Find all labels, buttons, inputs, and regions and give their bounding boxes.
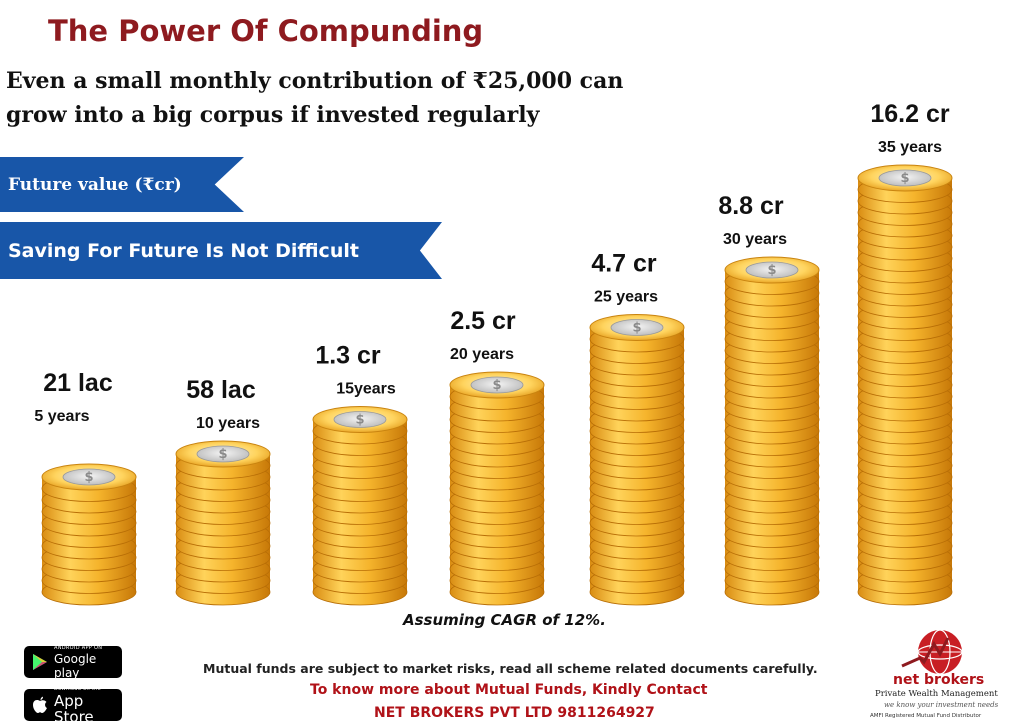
google-play-icon: [33, 654, 47, 670]
category-label: 25 years: [594, 289, 658, 306]
category-label: 10 years: [196, 415, 260, 432]
app-store-small: Download on the: [54, 685, 101, 692]
page-subtitle: Even a small monthly contribution of ₹25…: [6, 68, 624, 128]
svg-text:$: $: [767, 263, 776, 278]
coin-stack-bar: $: [589, 314, 685, 606]
svg-text:$: $: [84, 470, 93, 485]
saving-ribbon: Saving For Future Is Not Difficult: [0, 222, 442, 279]
value-label: 1.3 cr: [315, 342, 381, 370]
company-line: NET BROKERS PVT LTD 9811264927: [374, 705, 655, 721]
google-play-badge[interactable]: ANDROID APP ON Google play: [24, 644, 122, 680]
value-label: 8.8 cr: [718, 192, 784, 220]
value-label: 2.5 cr: [450, 307, 516, 335]
category-label: 15years: [336, 381, 396, 398]
net-brokers-logo: [901, 629, 963, 675]
app-store-badge[interactable]: Download on the App Store: [24, 685, 122, 725]
coin-stack-bar: $: [41, 463, 137, 606]
svg-text:$: $: [355, 413, 364, 428]
category-label: 20 years: [450, 346, 514, 363]
brand-motto: we know your investment needs: [884, 701, 999, 709]
google-play-small: ANDROID APP ON: [54, 644, 103, 651]
coin-stack-bar: $: [724, 256, 820, 606]
svg-text:$: $: [900, 171, 909, 186]
value-label: 21 lac: [43, 369, 113, 397]
brand-name: net brokers: [893, 672, 985, 688]
svg-text:$: $: [632, 321, 641, 336]
category-label: 30 years: [723, 231, 787, 248]
value-label: 4.7 cr: [591, 250, 657, 278]
future-value-ribbon: Future value (₹cr): [0, 157, 244, 212]
amfi-note: AMFI Registered Mutual Fund Distributor: [870, 713, 982, 719]
svg-text:$: $: [492, 378, 501, 393]
category-label: 35 years: [878, 139, 942, 156]
page-title: The Power Of Compunding: [48, 14, 484, 48]
app-store-label: App Store: [54, 691, 94, 726]
coin-stack-bar: $: [175, 440, 271, 606]
coin-stack-bar: $: [312, 406, 408, 606]
category-label: 5 years: [34, 408, 89, 425]
svg-text:$: $: [218, 447, 227, 462]
google-play-label: Google play: [54, 651, 97, 680]
coin-stack-bar: $: [449, 371, 545, 606]
contact-line: To know more about Mutual Funds, Kindly …: [310, 682, 708, 698]
coin-stack-bar: $: [857, 164, 953, 606]
value-label: 58 lac: [186, 376, 256, 404]
apple-icon: [33, 696, 47, 713]
value-label: 16.2 cr: [870, 100, 950, 128]
disclaimer: Mutual funds are subject to market risks…: [203, 661, 818, 676]
brand-tagline: Private Wealth Management: [875, 689, 998, 699]
cagr-note: Assuming CAGR of 12%.: [403, 611, 606, 629]
